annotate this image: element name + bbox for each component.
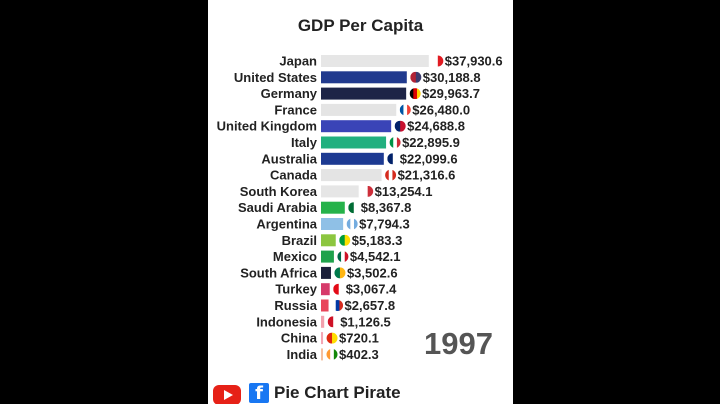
bar-italy [321, 136, 387, 149]
value-label: $13,254.1 [375, 184, 433, 199]
bar-brazil [321, 234, 336, 247]
chart-title: GDP Per Capita [297, 16, 424, 35]
category-label: India [287, 347, 318, 362]
category-label: China [281, 331, 318, 346]
bar-germany [321, 87, 407, 100]
mexico-flag-icon [337, 251, 349, 263]
south-korea-flag-icon [362, 185, 374, 197]
bar-japan [321, 55, 429, 67]
value-label: $402.3 [339, 347, 379, 362]
brand-name: Pie Chart Pirate [274, 383, 401, 402]
south-africa-flag-icon [334, 267, 346, 279]
usa-flag-icon [410, 71, 422, 83]
china-flag-icon [326, 332, 338, 344]
uk-flag-icon [394, 120, 406, 132]
category-label: Turkey [275, 282, 317, 297]
value-label: $7,794.3 [359, 217, 410, 232]
value-label: $4,542.1 [350, 249, 401, 264]
category-label: Argentina [256, 217, 317, 232]
footer: f Pie Chart Pirate [208, 378, 513, 404]
bar-united-states [321, 71, 407, 84]
category-label: Japan [279, 54, 317, 69]
indonesia-flag-icon [327, 316, 339, 328]
category-label: France [274, 102, 317, 117]
value-label: $22,099.6 [400, 151, 458, 166]
india-flag-icon [326, 348, 338, 360]
value-label: $3,502.6 [347, 265, 398, 280]
bar-mexico [321, 250, 334, 263]
australia-flag-icon [387, 153, 399, 165]
youtube-icon[interactable] [213, 385, 241, 404]
category-label: United States [234, 70, 317, 85]
facebook-icon[interactable]: f [249, 383, 269, 404]
category-label: Indonesia [256, 314, 317, 329]
value-label: $5,183.3 [352, 233, 403, 248]
value-label: $24,688.8 [407, 119, 465, 134]
bar-indonesia [321, 315, 325, 328]
canada-flag-icon [385, 169, 397, 181]
category-label: Saudi Arabia [238, 200, 318, 215]
value-label: $8,367.8 [361, 200, 412, 215]
category-label: Brazil [282, 233, 317, 248]
saudi-arabia-flag-icon [348, 202, 360, 214]
bar-india [321, 348, 323, 361]
germany-flag-icon [409, 88, 421, 100]
bar-turkey [321, 283, 330, 296]
category-label: Mexico [273, 249, 317, 264]
bar-south-korea [321, 185, 359, 198]
bar-chart: Japan $37,930.6 Germany $29,963.7 United Sta… [217, 54, 503, 362]
category-label: Russia [274, 298, 317, 313]
value-label: $22,895.9 [402, 135, 460, 150]
value-label: $1,126.5 [340, 314, 391, 329]
category-label: Canada [270, 168, 318, 183]
bar-united-kingdom [321, 120, 392, 133]
category-label: South Korea [240, 184, 318, 199]
bar-china [321, 332, 324, 345]
category-label: Italy [291, 135, 318, 150]
bar-france [321, 103, 397, 116]
bar-canada [321, 169, 382, 182]
value-label: $37,930.6 [445, 54, 503, 69]
russia-flag-icon [332, 300, 344, 311]
category-label: Germany [261, 86, 318, 101]
category-label: United Kingdom [217, 119, 317, 134]
value-label: $3,067.4 [346, 282, 397, 297]
year-label: 1997 [424, 326, 493, 361]
value-label: $2,657.8 [345, 298, 396, 313]
japan-flag-icon [432, 55, 444, 67]
bar-australia [321, 152, 384, 165]
category-label: South Africa [240, 265, 318, 280]
italy-flag-icon [389, 137, 401, 148]
bar-argentina [321, 218, 344, 230]
bar-saudi-arabia [321, 201, 345, 214]
bar-south-africa [321, 266, 331, 279]
bar-russia [321, 299, 329, 312]
argentina-flag-icon [346, 218, 358, 230]
value-label: $29,963.7 [422, 86, 480, 101]
category-label: Australia [261, 151, 317, 166]
turkey-flag-icon [333, 283, 345, 295]
value-label: $30,188.8 [423, 70, 481, 85]
chart-panel: GDP Per Capita Japan $37,930.6 Germany $29,… [208, 0, 513, 404]
france-flag-icon [399, 104, 411, 116]
value-label: $26,480.0 [412, 102, 470, 117]
brazil-flag-icon [339, 234, 351, 246]
value-label: $21,316.6 [398, 168, 456, 183]
value-label: $720.1 [339, 331, 379, 346]
